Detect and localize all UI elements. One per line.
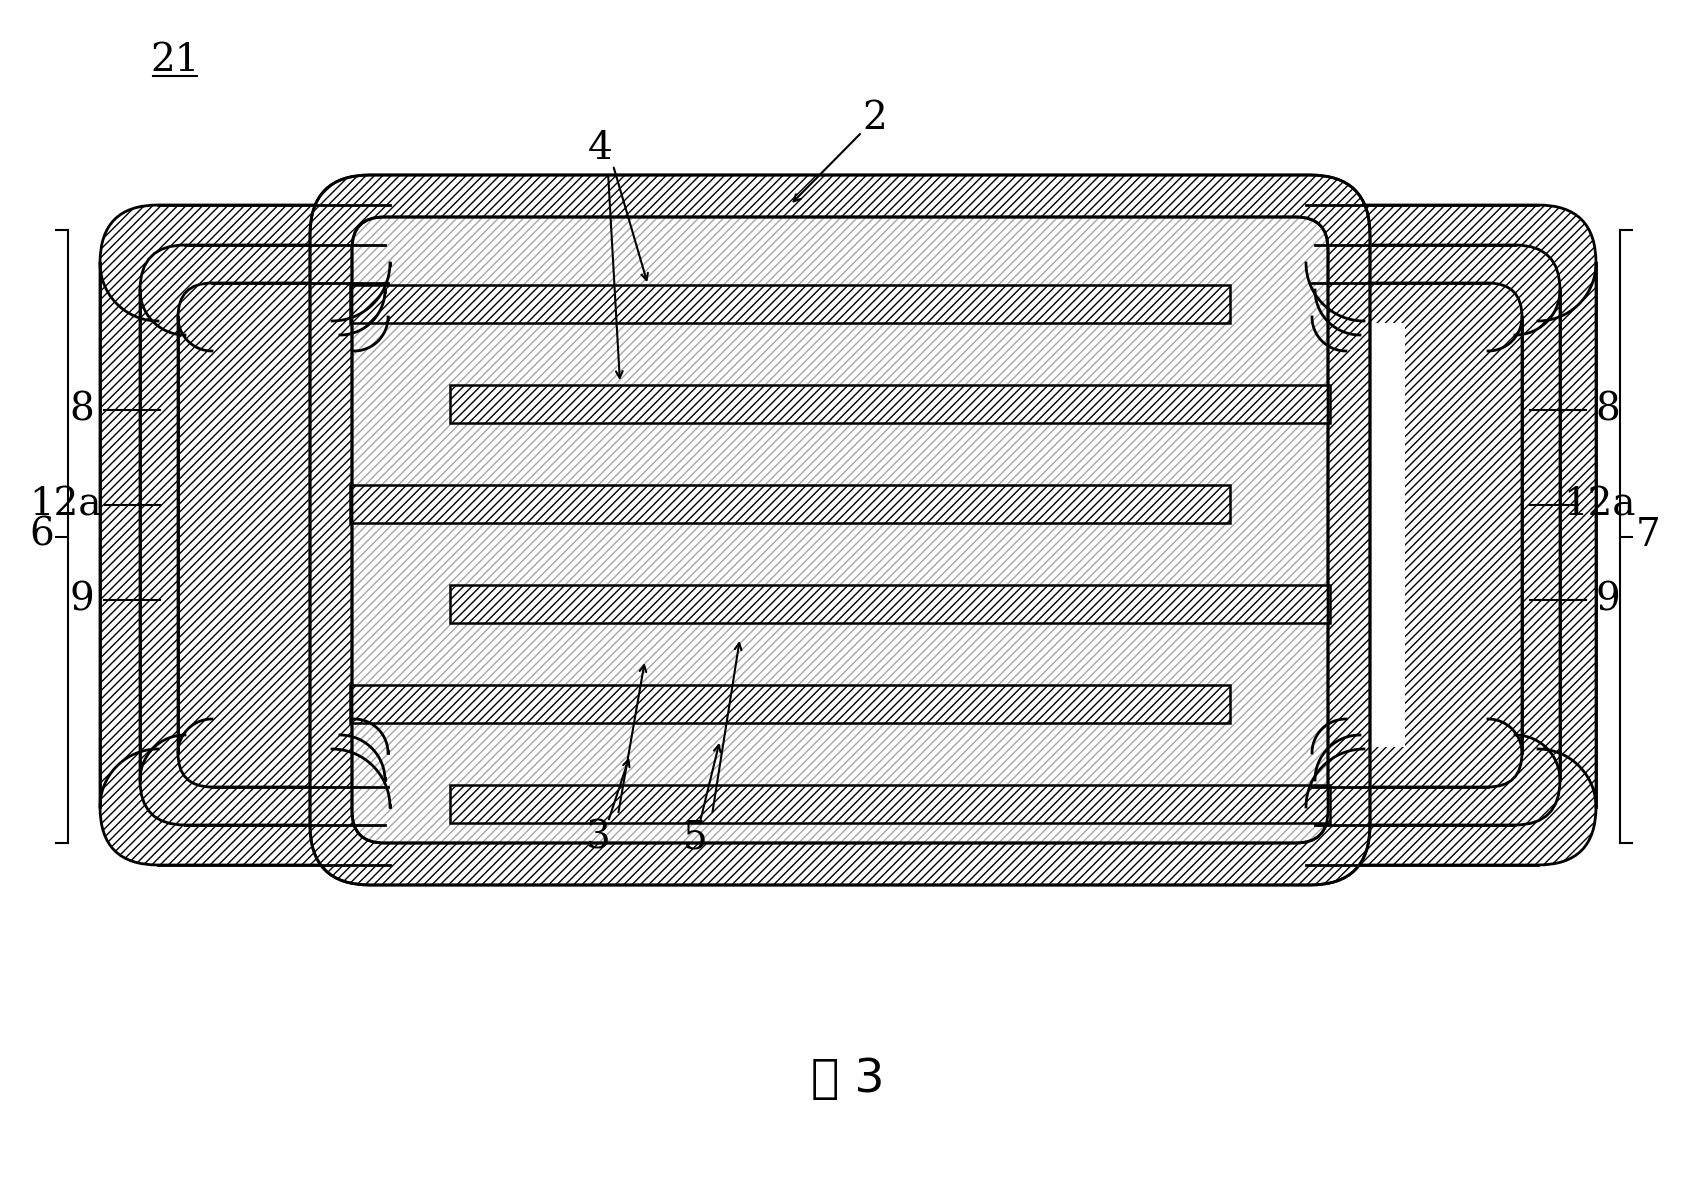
Text: 4: 4	[587, 129, 612, 167]
Bar	[449, 586, 1330, 623]
FancyBboxPatch shape	[310, 175, 1370, 885]
Text: 9: 9	[1596, 582, 1620, 619]
Text: 7: 7	[1635, 517, 1660, 554]
Text: 8: 8	[70, 392, 95, 428]
Text: 3: 3	[585, 820, 611, 856]
FancyBboxPatch shape	[353, 216, 1328, 843]
FancyBboxPatch shape	[141, 245, 385, 825]
Bar	[349, 485, 1230, 523]
Text: 6: 6	[29, 517, 54, 554]
FancyBboxPatch shape	[1306, 205, 1596, 865]
FancyBboxPatch shape	[100, 205, 390, 865]
Text: 图 3: 图 3	[811, 1058, 885, 1103]
Text: 9: 9	[70, 582, 95, 619]
FancyBboxPatch shape	[178, 283, 388, 787]
Bar	[383, 323, 505, 746]
FancyBboxPatch shape	[1314, 245, 1560, 825]
Bar	[449, 384, 1330, 424]
Text: 12a: 12a	[29, 486, 102, 524]
Bar	[1204, 323, 1404, 746]
Bar	[349, 285, 1230, 323]
Text: 5: 5	[682, 820, 707, 856]
Text: 12a: 12a	[1564, 486, 1637, 524]
Bar	[449, 786, 1330, 823]
Text: 2: 2	[863, 99, 887, 136]
FancyBboxPatch shape	[1313, 283, 1521, 787]
Text: 8: 8	[1596, 392, 1620, 428]
Bar	[349, 685, 1230, 723]
Text: 21: 21	[151, 41, 200, 78]
